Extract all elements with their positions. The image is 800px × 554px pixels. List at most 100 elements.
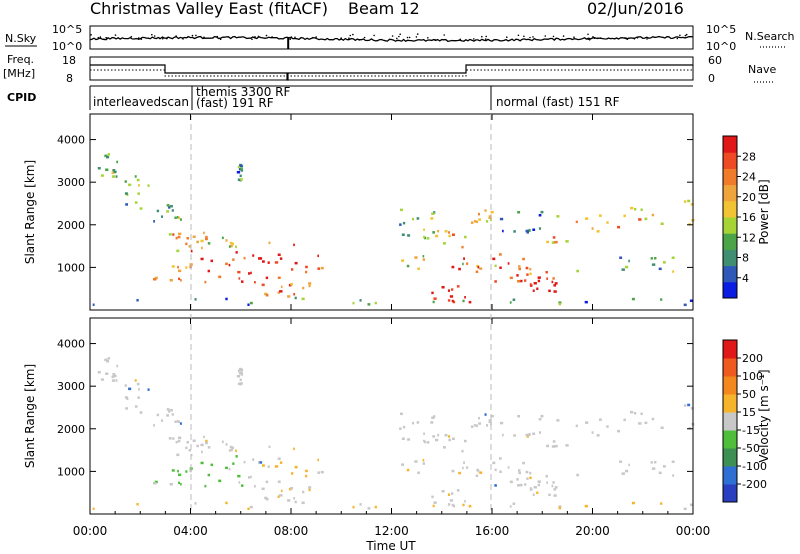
colorbar-segment — [723, 430, 737, 449]
power-cell — [591, 227, 594, 230]
velocity-cell — [92, 507, 95, 510]
nsearch-point — [254, 36, 256, 38]
power-cell — [558, 302, 562, 306]
velocity-cell — [435, 438, 439, 442]
power-cell — [240, 178, 243, 181]
velocity-cell — [599, 418, 602, 421]
power-cell — [125, 203, 128, 206]
colorbar-segment — [723, 448, 737, 467]
velocity-cell — [464, 439, 467, 443]
velocity-cell — [254, 485, 256, 488]
nsearch-point — [203, 36, 205, 39]
power-cell — [294, 261, 298, 265]
x-tick-label: 12:00 — [374, 524, 409, 538]
nsearch-point — [506, 36, 508, 38]
velocity-cell — [546, 481, 548, 484]
power-cell — [237, 178, 241, 181]
nsearch-point — [294, 36, 296, 39]
colorbar-tick-label: -100 — [742, 460, 767, 473]
cpid-themis: themis 3300 RF — [196, 85, 290, 99]
power-cell — [423, 235, 425, 239]
velocity-cell — [475, 474, 479, 477]
velocity-cell — [100, 378, 104, 381]
velocity-cell — [177, 420, 179, 423]
velocity-cell — [423, 439, 425, 443]
nsearch-point — [427, 37, 429, 39]
velocity-cell — [671, 460, 675, 463]
velocity-cell — [519, 483, 523, 487]
power-cell — [153, 278, 157, 281]
power-cell — [317, 267, 320, 270]
power-cell — [111, 175, 116, 178]
nsearch-point — [636, 37, 639, 39]
velocity-cell — [176, 453, 180, 457]
velocity-cell — [200, 443, 204, 447]
velocity-cell — [293, 497, 296, 500]
nsearch-point — [544, 35, 547, 37]
velocity-cell — [509, 505, 512, 508]
velocity-cell — [305, 474, 308, 478]
velocity-cell — [124, 396, 128, 399]
velocity-cell — [178, 420, 180, 424]
nsearch-point — [588, 39, 591, 41]
velocity-cell — [432, 435, 435, 438]
power-cell — [638, 218, 642, 221]
power-cell — [522, 257, 525, 261]
power-cell — [525, 266, 529, 270]
power-cell — [494, 264, 497, 268]
velocity-cell — [538, 431, 541, 434]
velocity-cell — [241, 484, 244, 487]
velocity-cell — [552, 481, 555, 484]
velocity-cell — [499, 421, 504, 425]
power-cell — [177, 235, 181, 239]
nsearch-point — [311, 36, 314, 39]
power-cell — [470, 221, 474, 224]
beam-label: Beam 12 — [348, 0, 420, 18]
power-cell — [139, 207, 143, 210]
colorbar-tick-label: -50 — [742, 442, 760, 455]
velocity-cell — [210, 463, 213, 467]
velocity-cell — [689, 503, 693, 506]
nsearch-point — [363, 36, 366, 39]
velocity-cell — [317, 471, 320, 474]
power-cell — [619, 256, 623, 259]
y-tick-label: 4000 — [57, 134, 85, 147]
nsearch-point — [562, 35, 565, 37]
cpid-normal151: normal (fast) 151 RF — [496, 95, 620, 109]
power-cell — [352, 301, 355, 305]
nsearch-point — [532, 36, 534, 38]
power-cell — [247, 303, 250, 306]
velocity-cell — [687, 403, 691, 407]
power-cell — [124, 192, 128, 195]
power-cell — [553, 284, 557, 287]
power-cell — [203, 231, 205, 235]
velocity-cell — [259, 461, 263, 464]
power-cell — [196, 240, 199, 244]
velocity-cell — [268, 445, 271, 449]
colorbar-segment — [723, 340, 737, 359]
velocity-cell — [477, 470, 480, 473]
velocity-cell — [134, 379, 137, 382]
power-cell — [488, 216, 492, 220]
velocity-cell — [115, 379, 118, 382]
velocity-cell — [177, 439, 181, 443]
x-tick-label: 08:00 — [274, 524, 309, 538]
velocity-cell — [205, 441, 208, 445]
y-tick-label: 3000 — [57, 380, 85, 393]
nsearch-point — [352, 33, 354, 36]
velocity-cell — [180, 483, 182, 486]
nsearch-point — [158, 37, 161, 40]
nsearch-point — [99, 36, 102, 38]
velocity-cell — [537, 480, 541, 483]
power-cell — [596, 230, 600, 233]
velocity-cell — [660, 426, 664, 429]
power-cell — [128, 183, 132, 187]
velocity-cell — [352, 505, 355, 509]
nsearch-point — [103, 38, 105, 40]
power-cell — [499, 266, 502, 269]
velocity-cell — [558, 506, 562, 510]
power-cell — [432, 300, 435, 304]
velocity-cell — [494, 484, 497, 487]
velocity-cell — [287, 499, 291, 502]
velocity-cell — [448, 435, 450, 438]
